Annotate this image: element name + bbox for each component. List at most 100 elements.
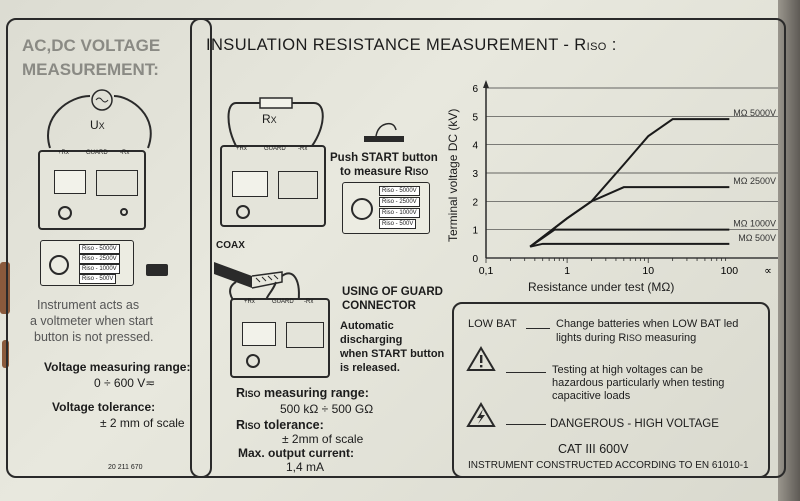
voltage-range-value: 0 ÷ 600 V≂ — [94, 376, 156, 390]
guard-title-line1: USING OF GUARD — [342, 286, 443, 298]
part-number: 20 211 670 — [108, 464, 143, 471]
chart-series-line — [529, 186, 730, 248]
selector-row: Riso - 5000V — [379, 186, 420, 196]
warning-text-line2: hazardous particularly when testing — [552, 377, 725, 389]
max-current-label: Max. output current: — [238, 446, 354, 460]
chart-series-label: MΩ 5000V — [733, 108, 776, 118]
display-window-icon — [278, 171, 318, 199]
chart-x-axis-label: Resistance under test (MΩ) — [528, 280, 675, 294]
selector-row: Riso - 500V — [79, 274, 117, 284]
terminal-minus-label: -Rx — [298, 146, 308, 152]
selector-row: Riso - 1000V — [79, 264, 120, 274]
riso-range-value: 500 kΩ ÷ 500 GΩ — [280, 402, 374, 416]
riso-tolerance-value: ± 2mm of scale — [282, 432, 364, 446]
chart-y-axis-label: Terminal voltage DC (kV) — [446, 108, 460, 242]
chart-x-tick: 0,1 — [479, 265, 494, 277]
rx-label: RX — [262, 112, 277, 126]
rx-wiring-diagram — [227, 97, 324, 147]
selector-row: Riso - 1000V — [379, 208, 420, 218]
chart-y-tick: 5 — [472, 112, 478, 123]
chart-x-tick: 100 — [721, 265, 739, 277]
auto-discharge-line4: is released. — [340, 362, 400, 374]
lowbat-key: LOW BAT — [468, 318, 517, 330]
start-button-icon — [236, 205, 250, 219]
chart-x-tick: 10 — [642, 265, 654, 277]
chart-series: MΩ 5000V MΩ 2500V MΩ 1000V MΩ 500V — [529, 108, 776, 248]
analog-meter-icon — [54, 170, 86, 194]
start-button-icon — [246, 354, 260, 368]
auto-discharge-line1: Automatic — [340, 320, 394, 332]
chart-y-tick: 2 — [472, 197, 478, 208]
lowbat-leader — [526, 328, 550, 329]
range-selector-right: Riso - 5000V Riso - 2500V Riso - 1000V R… — [342, 182, 430, 234]
riso-tolerance-label: RISO tolerance: — [236, 418, 324, 432]
push-start-line1: Push START button — [330, 152, 438, 164]
chart-ticks: 0 1 2 3 4 5 6 0,1 1 10 100 ∝ — [472, 84, 771, 277]
voltage-tolerance-value: ± 2 mm of scale — [100, 416, 185, 430]
insulation-title: INSULATION RESISTANCE MEASUREMENT - RISO… — [206, 36, 617, 54]
terminal-minus-label: -Rx — [120, 150, 130, 156]
voltage-range-label: Voltage measuring range: — [44, 360, 191, 374]
voltage-panel — [6, 18, 212, 478]
warning-triangle-icon — [466, 346, 496, 371]
instrument-front-top: +Rx GUARD -Rx — [220, 145, 326, 227]
chart-y-tick: 4 — [472, 141, 478, 152]
chart-x-tick: 1 — [564, 265, 570, 277]
selector-dial-icon — [351, 198, 373, 220]
auto-discharge-line2: discharging — [340, 334, 403, 346]
range-selector-left: Riso - 5000V Riso - 2500V Riso - 1000V R… — [40, 240, 134, 286]
press-hand-icon — [364, 122, 404, 142]
chart-y-tick: 6 — [472, 84, 478, 95]
lowbat-text-line2: lights during RISO measuring — [556, 332, 697, 344]
warning-leader — [506, 372, 546, 373]
coax-label: COAX — [216, 240, 245, 251]
standard-text: INSTRUMENT CONSTRUCTED ACCORDING TO EN 6… — [468, 460, 749, 471]
auto-discharge-line3: when START button — [340, 348, 445, 360]
lowbat-text-line1: Change batteries when LOW BAT led — [556, 318, 739, 330]
max-current-value: 1,4 mA — [286, 460, 325, 474]
voltmeter-note-line1: Instrument acts as — [37, 298, 140, 312]
chart-series-line — [529, 242, 730, 248]
voltmeter-note-line2: a voltmeter when start — [30, 314, 153, 328]
voltage-title-line1: AC,DC VOLTAGE — [22, 36, 161, 55]
terminal-guard-label: GUARD — [86, 150, 108, 156]
high-voltage-icon — [466, 402, 496, 427]
warning-text-line3: capacitive loads — [552, 390, 631, 402]
chart-series-label: MΩ 500V — [738, 233, 776, 243]
riso-range-label: RISO measuring range: — [236, 386, 369, 400]
rust-stain — [2, 340, 9, 368]
instrument-front-guard: +Rx GUARD -Rx — [230, 298, 330, 378]
chart-x-tick: ∝ — [764, 265, 772, 277]
chart-y-tick: 1 — [472, 226, 478, 237]
danger-text: DANGEROUS - HIGH VOLTAGE — [550, 418, 719, 430]
selector-dial-icon — [49, 255, 69, 275]
chart-series-label: MΩ 2500V — [733, 176, 776, 186]
chart-y-tick: 3 — [472, 169, 478, 180]
terminal-plus-label: +Rx — [58, 150, 69, 156]
warnings-panel — [452, 302, 770, 478]
analog-meter-icon — [232, 171, 268, 197]
voltage-tolerance-label: Voltage tolerance: — [52, 400, 156, 414]
chart-y-tick: 0 — [472, 254, 478, 265]
cat-rating: CAT III 600V — [558, 442, 629, 456]
start-button-icon — [58, 206, 72, 220]
device-edge — [778, 0, 800, 501]
push-start-line2: to measure RISO — [340, 166, 429, 178]
selector-row: Riso - 2500V — [79, 254, 120, 264]
terminal-guard-label: GUARD — [272, 299, 294, 305]
instrument-front-left: +Rx GUARD -Rx — [38, 150, 146, 230]
display-window-icon — [96, 170, 138, 196]
terminal-guard-label: GUARD — [264, 146, 286, 152]
indicator-led-icon — [120, 208, 128, 216]
display-window-icon — [286, 322, 324, 348]
chart-series-line — [529, 118, 730, 248]
voltmeter-wiring-diagram — [47, 89, 152, 149]
terminal-plus-label: +Rx — [236, 146, 247, 152]
chart-series-line — [529, 228, 730, 248]
chart-series-label: MΩ 1000V — [733, 219, 776, 229]
ux-label: UX — [90, 118, 105, 132]
voltmeter-note-line3: button is not pressed. — [34, 330, 154, 344]
terminal-minus-label: -Rx — [304, 299, 314, 305]
chart-y-arrow — [483, 80, 489, 88]
